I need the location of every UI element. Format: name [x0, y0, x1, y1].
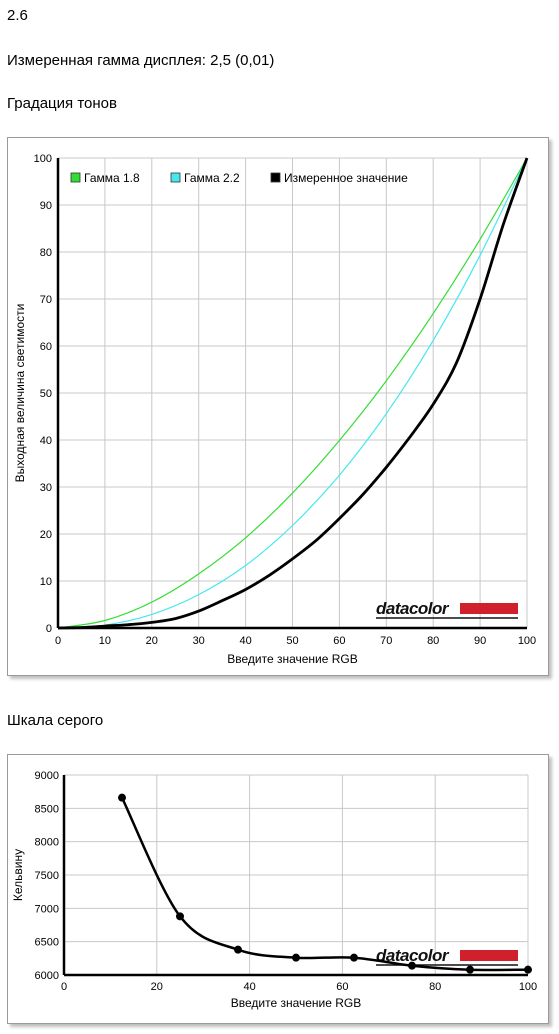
kelvin-data-point [408, 961, 416, 970]
legend-item: Гамма 1.8 [70, 171, 140, 185]
gray-scale-chart: 0 20 40 60 80 100 6000 6500 7000 7500 8000 8500 9000… [11, 770, 537, 1010]
gray-section-title: Шкала серого [7, 712, 104, 729]
kelvin-data-point [234, 945, 242, 954]
x-tick-label: 70 [380, 635, 392, 647]
y-tick-label: 7500 [35, 870, 59, 882]
tone-curve-chart: 0 10 20 30 40 50 60 70 80 90 100 0 10 20 30 40 50 60 70 80 9… [13, 153, 536, 666]
y-tick-label: 90 [40, 200, 52, 212]
series-line [57, 157, 529, 630]
datacolor-logo-bar [460, 950, 518, 961]
datacolor-logo-bar [460, 603, 518, 614]
series-line [57, 157, 528, 629]
legend-swatch [170, 172, 181, 183]
x-tick-label: 80 [427, 635, 439, 647]
kelvin-data-point [292, 953, 300, 962]
gray-scale-chart-panel: 0 20 40 60 80 100 6000 6500 7000 7500 8000 8500 9000… [7, 754, 549, 1024]
legend-label: Гамма 2.2 [184, 171, 240, 185]
y-tick-label: 80 [40, 247, 52, 259]
kelvin-data-point [176, 912, 184, 921]
x-tick-label: 30 [193, 635, 205, 647]
datacolor-logo: datacolor [376, 946, 518, 966]
y-tick-label: 9000 [35, 770, 59, 782]
y-tick-label: 40 [40, 435, 52, 447]
x-tick-label: 0 [55, 635, 61, 647]
y-tick-label: 6000 [35, 970, 59, 982]
y-tick-label: 6500 [35, 937, 59, 949]
x-tick-label: 60 [336, 981, 348, 993]
y-tick-label: 100 [34, 153, 52, 165]
x-tick-label: 10 [99, 635, 111, 647]
x-tick-label: 40 [243, 981, 255, 993]
y-tick-label: 30 [40, 482, 52, 494]
datacolor-logo-text: datacolor [376, 946, 450, 965]
y-tick-label: 50 [40, 388, 52, 400]
datacolor-logo-text: datacolor [376, 599, 450, 618]
y-tick-label: 8500 [35, 803, 59, 815]
legend-item: Измеренное значение [270, 171, 408, 185]
x-tick-label: 60 [333, 635, 345, 647]
tone-section-title: Градация тонов [7, 95, 117, 112]
legend-swatch [70, 172, 81, 183]
legend-label: Измеренное значение [284, 171, 408, 185]
y-tick-label: 0 [46, 623, 52, 635]
x-tick-label: 40 [239, 635, 251, 647]
y-tick-label: 7000 [35, 903, 59, 915]
x-tick-label: 90 [474, 635, 486, 647]
datacolor-logo: datacolor [376, 599, 518, 619]
x-tick-label: 20 [146, 635, 158, 647]
x-tick-label: 50 [286, 635, 298, 647]
kelvin-data-point [118, 793, 126, 802]
x-tick-label: 100 [519, 981, 537, 993]
legend-item: Гамма 2.2 [170, 171, 240, 185]
legend-label: Гамма 1.8 [84, 171, 140, 185]
legend-swatch [270, 172, 281, 183]
version-label: 2.6 [7, 7, 28, 24]
kelvin-series-line [120, 797, 529, 972]
kelvin-data-point [350, 953, 358, 962]
y-tick-label: 70 [40, 294, 52, 306]
y-axis-label: Выходная величина светимости [13, 304, 27, 483]
y-tick-label: 20 [40, 529, 52, 541]
y-tick-label: 10 [40, 576, 52, 588]
kelvin-data-point [524, 965, 532, 974]
kelvin-data-point [466, 965, 474, 974]
measured-gamma-text: Измеренная гамма дисплея: 2,5 (0,01) [7, 52, 275, 69]
y-axis-label: Кельвину [11, 849, 25, 901]
x-tick-label: 20 [151, 981, 163, 993]
tone-chart-panel: 0 10 20 30 40 50 60 70 80 90 100 0 10 20 30 40 50 60 70 80 9… [7, 137, 549, 676]
x-axis-label: Введите значение RGB [227, 652, 358, 666]
series-line [57, 157, 528, 629]
y-tick-label: 60 [40, 341, 52, 353]
x-tick-label: 80 [429, 981, 441, 993]
x-tick-label: 100 [518, 635, 536, 647]
x-tick-label: 0 [61, 981, 67, 993]
y-tick-label: 8000 [35, 837, 59, 849]
x-axis-label: Введите значение RGB [231, 996, 362, 1010]
